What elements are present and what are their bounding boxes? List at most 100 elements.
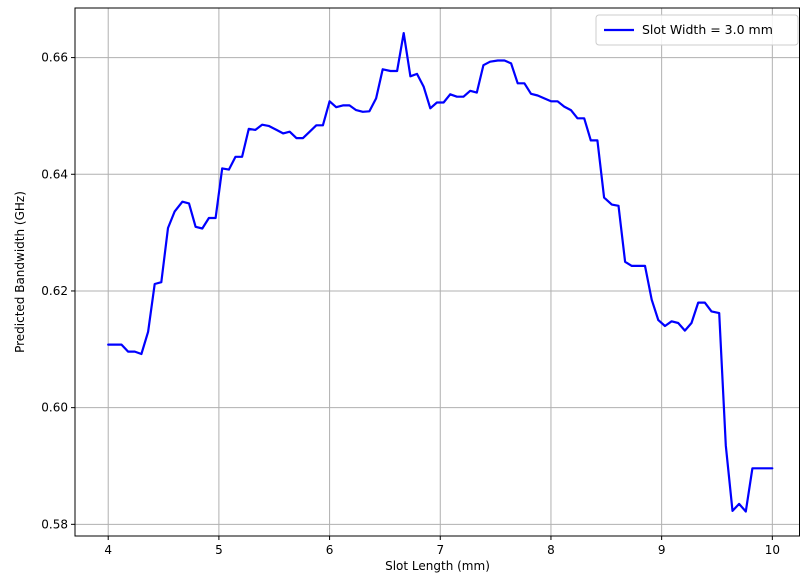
data-point bbox=[530, 93, 532, 95]
data-point bbox=[657, 319, 659, 321]
data-point bbox=[690, 322, 693, 324]
data-point bbox=[403, 32, 405, 34]
data-point bbox=[664, 325, 666, 327]
data-point bbox=[416, 73, 418, 75]
data-point bbox=[523, 82, 526, 84]
x-tick-label: 6 bbox=[326, 543, 334, 557]
y-tick-label: 0.66 bbox=[41, 51, 68, 65]
data-point bbox=[375, 97, 377, 99]
data-point bbox=[302, 137, 304, 139]
data-point bbox=[765, 467, 767, 469]
data-point bbox=[550, 100, 552, 102]
data-point bbox=[576, 117, 579, 119]
data-point bbox=[543, 97, 545, 99]
data-point bbox=[563, 106, 565, 108]
data-point bbox=[469, 90, 471, 92]
data-point bbox=[771, 467, 773, 469]
data-point bbox=[181, 201, 183, 203]
data-point bbox=[221, 167, 223, 169]
data-point bbox=[637, 265, 640, 267]
data-point bbox=[309, 131, 311, 133]
data-point bbox=[201, 227, 203, 230]
data-point bbox=[671, 320, 673, 322]
data-point bbox=[443, 101, 445, 104]
data-point bbox=[557, 100, 559, 102]
data-point bbox=[120, 344, 123, 346]
data-point bbox=[704, 302, 706, 304]
data-point bbox=[295, 137, 297, 139]
data-point bbox=[476, 92, 478, 94]
data-point bbox=[355, 109, 357, 111]
data-point bbox=[517, 82, 519, 84]
data-point bbox=[215, 217, 217, 219]
data-point bbox=[611, 204, 613, 206]
data-point bbox=[651, 299, 653, 301]
data-point bbox=[624, 261, 626, 263]
data-point bbox=[583, 117, 585, 119]
data-point bbox=[140, 353, 142, 355]
data-point bbox=[315, 124, 317, 126]
data-point bbox=[167, 227, 169, 229]
x-tick-label: 8 bbox=[547, 543, 555, 557]
data-point bbox=[596, 139, 599, 141]
plot-frame bbox=[74, 7, 800, 537]
data-point bbox=[436, 101, 438, 104]
y-axis-label: Predicted Bandwidth (GHz) bbox=[13, 191, 27, 353]
data-point bbox=[268, 125, 270, 127]
data-point bbox=[570, 109, 572, 111]
data-point bbox=[254, 129, 256, 131]
data-point bbox=[195, 226, 197, 228]
ticks: 4 5 6 7 8 9 10 0.58 0.60 0.62 0.64 0.66 bbox=[41, 51, 780, 557]
data-point bbox=[503, 59, 506, 62]
data-point bbox=[322, 124, 324, 126]
data-point bbox=[429, 107, 431, 109]
data-point bbox=[697, 302, 699, 304]
data-point bbox=[423, 86, 425, 88]
data-point bbox=[368, 110, 370, 112]
series-layer bbox=[107, 31, 774, 513]
data-point bbox=[282, 132, 284, 134]
data-point bbox=[154, 283, 156, 285]
data-point bbox=[234, 156, 237, 158]
data-point bbox=[348, 104, 351, 106]
data-point bbox=[590, 139, 592, 141]
data-point bbox=[147, 331, 149, 333]
data-point bbox=[631, 265, 633, 267]
data-point bbox=[758, 467, 760, 469]
data-point bbox=[510, 62, 512, 64]
data-point bbox=[684, 330, 686, 332]
x-axis-label: Slot Length (mm) bbox=[385, 559, 490, 573]
data-point bbox=[382, 68, 384, 70]
data-point bbox=[188, 202, 190, 204]
data-point bbox=[389, 70, 392, 72]
data-point bbox=[174, 211, 176, 213]
data-point bbox=[114, 344, 116, 346]
x-tick-label: 5 bbox=[215, 543, 223, 557]
data-point bbox=[617, 205, 620, 207]
x-tick-label: 10 bbox=[765, 543, 780, 557]
legend-label: Slot Width = 3.0 mm bbox=[642, 22, 773, 37]
data-point bbox=[449, 93, 451, 95]
data-point bbox=[362, 111, 364, 113]
grid bbox=[75, 8, 800, 536]
y-tick-label: 0.58 bbox=[41, 517, 68, 531]
data-point bbox=[261, 124, 263, 126]
data-point bbox=[208, 217, 210, 219]
data-point bbox=[275, 129, 278, 131]
data-point bbox=[745, 510, 747, 513]
data-point bbox=[738, 503, 740, 505]
data-point bbox=[409, 75, 411, 77]
data-point bbox=[603, 197, 605, 199]
data-point bbox=[160, 281, 162, 283]
y-tick-label: 0.60 bbox=[41, 401, 68, 415]
data-point bbox=[228, 169, 230, 171]
data-point bbox=[489, 61, 491, 63]
data-point bbox=[677, 322, 679, 324]
data-point bbox=[718, 312, 720, 314]
data-point bbox=[497, 59, 499, 62]
x-tick-label: 7 bbox=[436, 543, 444, 557]
data-point bbox=[644, 265, 646, 267]
data-point bbox=[456, 96, 458, 98]
data-point bbox=[537, 94, 539, 97]
